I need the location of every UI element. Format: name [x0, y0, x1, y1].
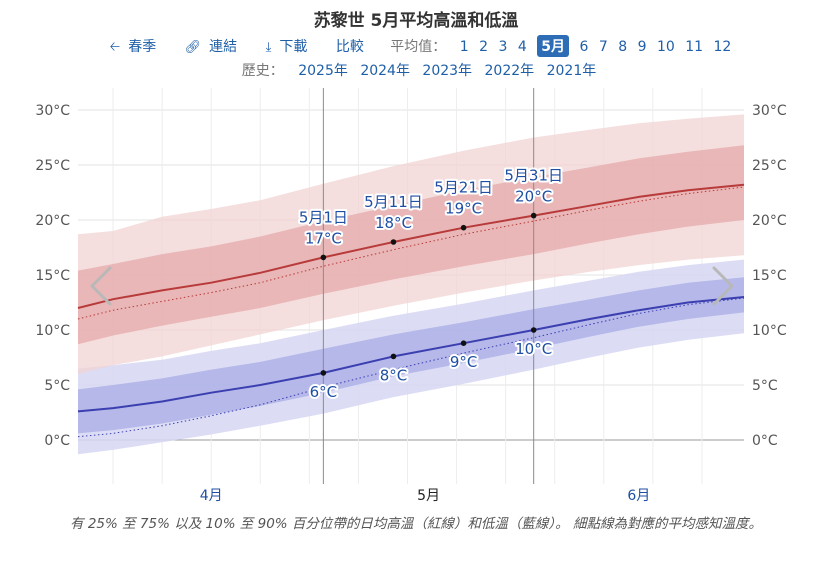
- low-label-halo: 6°C: [310, 383, 338, 401]
- download-button[interactable]: ⤓ 下載: [265, 39, 308, 55]
- high-label-halo: 19°C: [445, 200, 482, 218]
- y-tick-label-right: 0°C: [752, 433, 778, 449]
- month-selector: 1 2 3 4 5月 6 7 8 9 10 11 12: [457, 35, 735, 57]
- low-temp-label: 8°C: [380, 366, 408, 384]
- y-tick-label-left: 5°C: [44, 378, 70, 394]
- month-link-11[interactable]: 11: [685, 39, 704, 55]
- low-temp-label: 10°C: [515, 340, 552, 358]
- y-tick-label-left: 30°C: [35, 103, 70, 119]
- y-tick-label-right: 10°C: [752, 323, 787, 339]
- high-day-label: 5月31日: [504, 167, 563, 185]
- y-tick-label-left: 15°C: [35, 268, 70, 284]
- high-label-halo: 5月1日: [299, 208, 348, 226]
- high-data-point: [460, 224, 467, 231]
- x-month-label: 4月: [200, 488, 223, 504]
- month-link-2[interactable]: 2: [479, 39, 489, 55]
- month-link-selected[interactable]: 5月: [537, 35, 569, 57]
- temperature-chart: 0°C 0°C 5°C 5°C 10°C 10°C 15°C 15°C 20°C 20°C 25°C…: [35, 88, 787, 504]
- high-day-label: 5月21日: [434, 179, 493, 197]
- high-day-label: 5月1日: [299, 208, 348, 226]
- month-link-9[interactable]: 9: [637, 39, 647, 55]
- low-data-point: [320, 370, 327, 376]
- month-link-4[interactable]: 4: [517, 39, 527, 55]
- low-feels-like-line: [77, 297, 745, 438]
- year-link-2024[interactable]: 2024年: [360, 63, 410, 79]
- year-link-2023[interactable]: 2023年: [422, 63, 473, 79]
- low-label-halo: 10°C: [515, 340, 552, 358]
- nav-row: 🡠 春季 🔗︎ 連結 ⤓ 下載 比較 平均值： 1 2 3 4 5月 6 7 8 9 …: [0, 35, 832, 60]
- high-band-25-75: [78, 145, 744, 345]
- high-temp-label: 19°C: [445, 200, 482, 218]
- download-icon: ⤓: [265, 40, 272, 55]
- month-link-12[interactable]: 12: [713, 39, 732, 55]
- low-temp-label: 9°C: [450, 353, 478, 371]
- x-month-label: 5月: [417, 488, 440, 504]
- history-label: 歷史：: [241, 63, 284, 79]
- chevron-right-icon[interactable]: [712, 266, 734, 306]
- high-data-point: [390, 239, 397, 245]
- year-link-2022[interactable]: 2022年: [484, 63, 535, 79]
- high-label-halo: 5月21日: [434, 179, 493, 197]
- low-data-point: [530, 327, 537, 333]
- low-band-25-75: [78, 277, 744, 434]
- chevron-left-icon[interactable]: [90, 266, 112, 306]
- low-label-halo: 9°C: [450, 353, 478, 371]
- year-link-2025[interactable]: 2025年: [298, 63, 348, 79]
- low-temp-label: 6°C: [310, 383, 338, 401]
- y-tick-label-right: 15°C: [752, 268, 787, 284]
- high-label-halo: 5月31日: [504, 167, 563, 185]
- high-temp-label: 20°C: [515, 188, 552, 206]
- y-tick-label-left: 20°C: [35, 213, 70, 229]
- link-icon: 🔗︎: [184, 40, 202, 55]
- month-link-8[interactable]: 8: [618, 39, 628, 55]
- month-link-1[interactable]: 1: [459, 39, 469, 55]
- low-label-halo: 8°C: [380, 366, 408, 384]
- month-link-6[interactable]: 6: [579, 39, 589, 55]
- high-label-halo: 17°C: [305, 229, 342, 247]
- month-link-7[interactable]: 7: [598, 39, 608, 55]
- low-data-point: [460, 340, 467, 347]
- y-tick-label-left: 25°C: [35, 158, 70, 174]
- history-row: 歷史： 2025年 2024年 2023年 2022年 2021年: [0, 60, 832, 80]
- y-tick-label-left: 10°C: [35, 323, 70, 339]
- month-link-10[interactable]: 10: [656, 39, 675, 55]
- season-link[interactable]: 🡠 春季: [109, 39, 157, 55]
- high-data-point: [530, 212, 537, 219]
- x-month-label: 6月: [627, 488, 650, 504]
- compare-button[interactable]: 比較: [335, 39, 364, 55]
- y-tick-label-right: 5°C: [752, 378, 778, 394]
- high-label-halo: 20°C: [515, 188, 552, 206]
- high-day-label: 5月11日: [364, 193, 423, 211]
- high-temp-label: 18°C: [375, 214, 412, 232]
- y-tick-label-right: 25°C: [752, 158, 787, 174]
- high-feels-like-line: [77, 186, 745, 320]
- y-tick-label-right: 30°C: [752, 103, 787, 119]
- page-title: 苏黎世 5月平均高溫和低溫: [313, 11, 519, 31]
- high-label-halo: 5月11日: [364, 193, 423, 211]
- chart-caption: 有 25% 至 75% 以及 10% 至 90% 百分位帶的日均高溫（紅線）和低…: [70, 516, 762, 532]
- arrow-left-icon: 🡠: [109, 40, 121, 55]
- high-label-halo: 18°C: [375, 214, 412, 232]
- year-link-2021[interactable]: 2021年: [546, 63, 597, 79]
- low-data-point: [390, 353, 397, 360]
- high-temp-label: 17°C: [305, 229, 342, 247]
- y-tick-label-left: 0°C: [44, 433, 70, 449]
- y-tick-label-right: 20°C: [752, 213, 787, 229]
- high-data-point: [320, 254, 327, 261]
- month-link-3[interactable]: 3: [498, 39, 508, 55]
- link-button[interactable]: 🔗︎ 連結: [184, 39, 238, 55]
- average-label: 平均值：: [390, 39, 447, 55]
